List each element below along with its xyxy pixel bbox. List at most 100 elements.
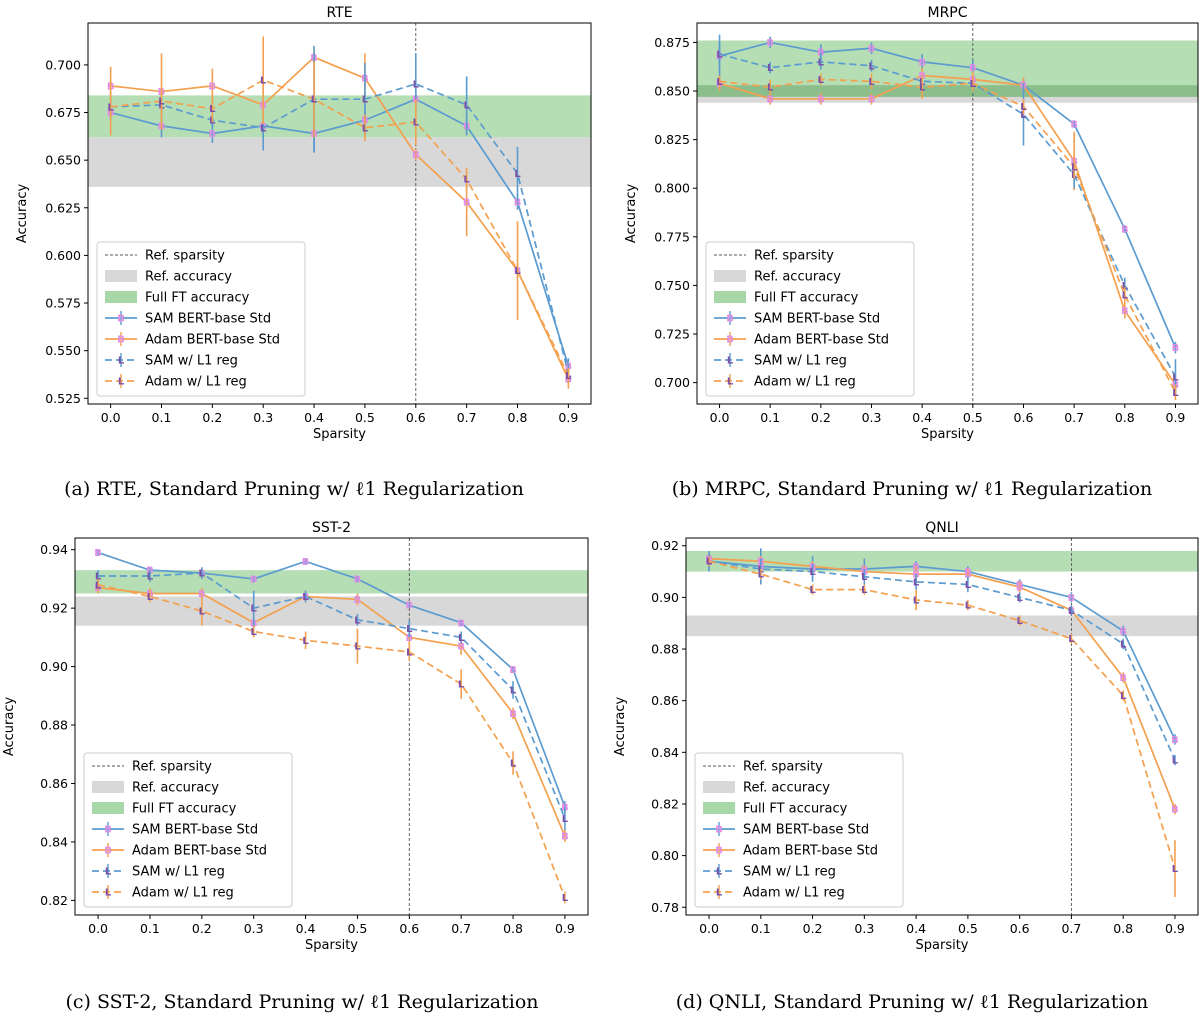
legend-swatch-marker: L	[118, 356, 125, 367]
data-point: L	[199, 569, 206, 580]
data-point: L	[147, 592, 154, 603]
data-point: L	[965, 580, 972, 591]
band-overlap	[697, 85, 1198, 97]
data-point: B	[457, 642, 465, 653]
chart-panel-rte: BBBBBBBBBBBBBBBBBBBBLLLLLLLLLLLLLLLLLLLL…	[15, 5, 592, 442]
legend-swatch-marker: L	[716, 867, 723, 878]
legend-label: Ref. sparsity	[743, 760, 823, 775]
legend-label: Adam BERT-base Std	[132, 844, 267, 859]
data-point: L	[147, 571, 154, 582]
x-tick-label: 0.7	[1064, 410, 1084, 425]
y-tick-label: 0.86	[40, 776, 68, 791]
data-point: L	[758, 570, 765, 581]
series-line	[708, 560, 1176, 761]
y-tick-label: 0.84	[651, 745, 679, 760]
data-point: L	[716, 77, 723, 88]
data-point: B	[1070, 120, 1078, 131]
data-point: L	[458, 633, 465, 644]
series-line	[708, 560, 1176, 740]
x-tick-label: 0.8	[503, 921, 523, 936]
y-tick-label: 0.850	[654, 84, 690, 99]
data-point: L	[354, 615, 361, 626]
legend-label: Adam BERT-base Std	[754, 333, 889, 348]
x-tick-label: 0.7	[1061, 921, 1081, 936]
x-tick-label: 0.6	[1014, 410, 1034, 425]
data-point: L	[514, 169, 521, 180]
legend-swatch-marker: L	[727, 377, 734, 388]
x-tick-label: 0.8	[1115, 410, 1135, 425]
x-tick-label: 0.2	[202, 410, 222, 425]
y-tick-label: 0.88	[40, 718, 68, 733]
legend-swatch	[703, 781, 735, 793]
y-tick-label: 0.625	[45, 200, 81, 215]
data-point: B	[354, 574, 362, 585]
legend-swatch-marker: L	[105, 888, 112, 899]
y-axis-label: Accuracy	[2, 697, 17, 757]
legend-label: SAM w/ L1 reg	[145, 354, 238, 369]
x-tick-label: 0.1	[760, 410, 780, 425]
y-tick-label: 0.90	[651, 590, 679, 605]
legend-box	[96, 241, 306, 397]
x-tick-label: 0.5	[963, 410, 983, 425]
data-point: B	[817, 48, 825, 59]
data-point: B	[1121, 306, 1129, 317]
y-axis-label: Accuracy	[15, 184, 30, 244]
data-point: L	[767, 63, 774, 74]
data-point: L	[1120, 639, 1127, 650]
chart-panel-qnli: BBBBBBBBBBBBBBBBBBBBLLLLLLLLLLLLLLLLLLLL…	[613, 520, 1199, 953]
y-tick-label: 0.84	[40, 834, 68, 849]
x-tick-label: 0.1	[152, 410, 172, 425]
series-line	[110, 83, 570, 374]
data-point: B	[1016, 583, 1024, 594]
data-point: L	[199, 607, 206, 618]
data-point: L	[510, 685, 517, 696]
x-tick-label: 0.3	[244, 921, 264, 936]
data-point: L	[413, 118, 420, 129]
series-line	[110, 56, 570, 380]
legend-label: Adam w/ L1 reg	[743, 886, 845, 901]
data-point: L	[716, 50, 723, 61]
full-ft-accuracy-band	[75, 570, 588, 594]
x-tick-label: 0.0	[88, 921, 108, 936]
data-point: L	[1122, 291, 1129, 302]
data-point: B	[561, 832, 569, 843]
y-tick-label: 0.875	[654, 35, 690, 50]
data-point: L	[406, 647, 413, 658]
plot-frame	[685, 537, 1199, 916]
legend-swatch	[92, 802, 124, 814]
legend-swatch	[714, 291, 746, 303]
legend-label: Full FT accuracy	[132, 802, 237, 817]
y-tick-label: 0.700	[654, 375, 690, 390]
legend-label: Full FT accuracy	[743, 802, 848, 817]
legend-swatch-marker: B	[715, 846, 723, 857]
series-line	[708, 557, 1176, 810]
data-point: B	[1121, 225, 1129, 236]
data-point: L	[1020, 110, 1027, 121]
ref-accuracy-band	[75, 596, 588, 626]
data-point: L	[458, 680, 465, 691]
data-point: L	[1016, 593, 1023, 604]
y-axis-label: Accuracy	[613, 697, 628, 757]
y-tick-label: 0.825	[654, 132, 690, 147]
y-tick-label: 0.92	[651, 538, 679, 553]
data-point: B	[302, 557, 310, 568]
series-line	[110, 79, 570, 376]
series-line	[97, 551, 566, 808]
y-tick-label: 0.88	[651, 642, 679, 657]
data-point: L	[913, 595, 920, 606]
legend-swatch-marker: B	[726, 314, 734, 325]
data-point: B	[766, 38, 774, 49]
data-point: L	[970, 79, 977, 90]
figure-caption: (d) QNLI, Standard Pruning w/ ℓ1 Regular…	[676, 991, 1148, 1013]
data-point: L	[1172, 864, 1179, 875]
x-tick-label: 0.3	[862, 410, 882, 425]
legend-label: Adam w/ L1 reg	[145, 375, 247, 390]
data-point: B	[766, 94, 774, 105]
data-point: L	[868, 77, 875, 88]
legend-swatch-marker: B	[726, 335, 734, 346]
